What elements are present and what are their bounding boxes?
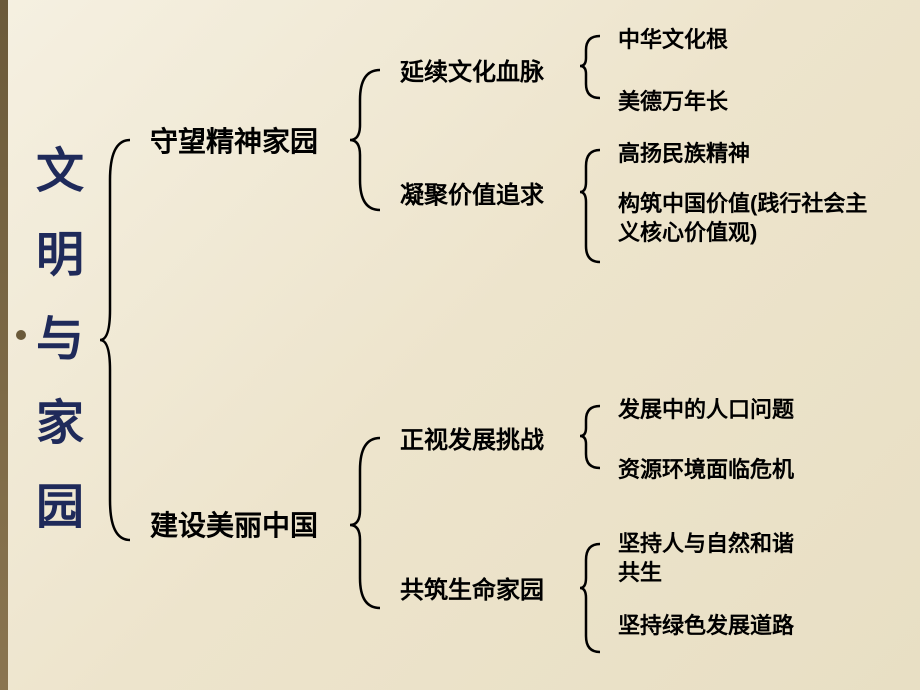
level3-node: 资源环境面临危机: [618, 452, 794, 484]
root-char: 园: [36, 466, 84, 550]
level3-node: 构筑中国价值(践行社会主义核心价值观): [618, 190, 874, 247]
bracket-l1-bottom: [350, 438, 380, 608]
level3-node: 中华文化根: [618, 22, 728, 54]
level2-node: 正视发展挑战: [400, 420, 544, 455]
level1-node: 建设美丽中国: [150, 504, 318, 544]
root-char: 与: [36, 298, 84, 382]
level2-node: 共筑生命家园: [400, 570, 544, 605]
level3-node: 坚持绿色发展道路: [618, 612, 808, 641]
bracket-l2-3: [580, 406, 600, 468]
level3-node: 美德万年长: [618, 84, 728, 116]
bracket-l1-top: [350, 70, 380, 210]
bracket-l2-4: [580, 544, 600, 652]
decorative-dot: [16, 330, 26, 340]
bracket-l2-2: [580, 150, 600, 262]
bracket-root: [100, 140, 130, 540]
level1-node: 守望精神家园: [150, 120, 318, 160]
slide: 文 明 与 家 园 守望精神家园 建设美丽中国 延续文化血脉 凝聚价值追求 正视…: [0, 0, 920, 690]
root-node: 文 明 与 家 园: [36, 130, 84, 550]
level3-node: 发展中的人口问题: [618, 392, 794, 424]
root-char: 家: [36, 382, 84, 466]
level3-node: 坚持人与自然和谐共生: [618, 530, 808, 587]
level2-node: 凝聚价值追求: [400, 175, 544, 210]
bracket-l2-1: [580, 36, 600, 98]
decorative-sidebar: [0, 0, 8, 690]
level3-node: 高扬民族精神: [618, 136, 750, 168]
level2-node: 延续文化血脉: [400, 52, 544, 87]
root-char: 文: [36, 130, 84, 214]
root-char: 明: [36, 214, 84, 298]
